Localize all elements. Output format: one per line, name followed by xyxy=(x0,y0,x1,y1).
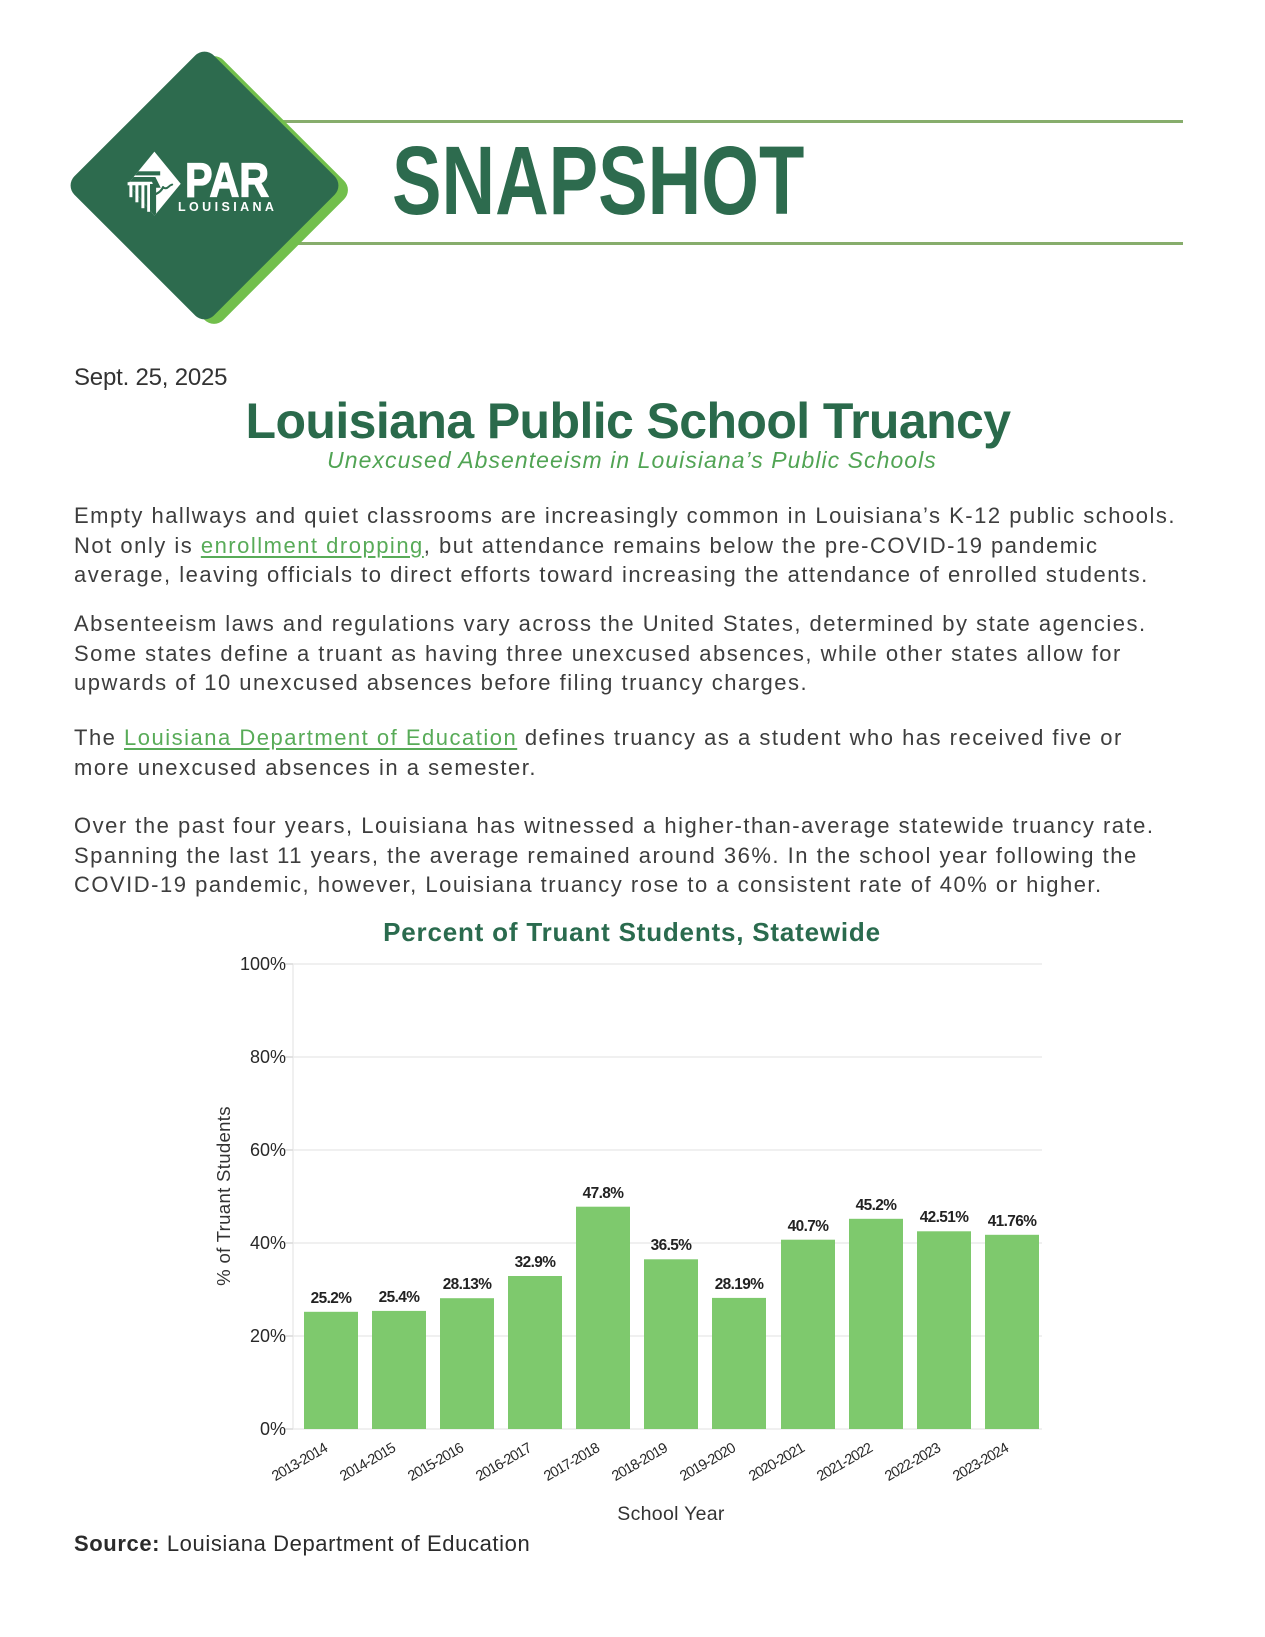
svg-text:42.51%: 42.51% xyxy=(920,1209,970,1226)
svg-text:LOUISIANA: LOUISIANA xyxy=(178,200,277,214)
svg-text:36.5%: 36.5% xyxy=(651,1237,693,1254)
svg-text:28.13%: 28.13% xyxy=(443,1276,493,1293)
svg-text:32.9%: 32.9% xyxy=(515,1254,557,1271)
svg-text:80%: 80% xyxy=(250,1047,286,1067)
svg-text:47.8%: 47.8% xyxy=(583,1185,625,1202)
svg-text:2017-2018: 2017-2018 xyxy=(541,1440,602,1485)
svg-text:2014-2015: 2014-2015 xyxy=(337,1440,398,1485)
svg-text:28.19%: 28.19% xyxy=(715,1276,765,1293)
svg-text:25.2%: 25.2% xyxy=(311,1290,353,1307)
svg-text:Percent of Truant Students, St: Percent of Truant Students, Statewide xyxy=(383,917,881,947)
svg-text:2022-2023: 2022-2023 xyxy=(882,1440,943,1485)
svg-text:45.2%: 45.2% xyxy=(856,1197,898,1214)
svg-text:School Year: School Year xyxy=(617,1503,725,1525)
svg-text:2020-2021: 2020-2021 xyxy=(746,1440,807,1485)
svg-text:40.7%: 40.7% xyxy=(788,1218,830,1235)
svg-text:60%: 60% xyxy=(250,1140,286,1160)
svg-text:2018-2019: 2018-2019 xyxy=(609,1440,670,1485)
svg-text:2015-2016: 2015-2016 xyxy=(405,1440,466,1485)
svg-text:40%: 40% xyxy=(250,1233,286,1253)
svg-text:2013-2014: 2013-2014 xyxy=(269,1440,330,1485)
svg-text:0%: 0% xyxy=(260,1419,286,1439)
svg-text:2016-2017: 2016-2017 xyxy=(473,1440,534,1485)
svg-text:% of Truant Students: % of Truant Students xyxy=(213,1106,234,1286)
svg-text:2019-2020: 2019-2020 xyxy=(677,1440,738,1485)
svg-text:100%: 100% xyxy=(240,954,286,974)
svg-text:41.76%: 41.76% xyxy=(988,1213,1038,1230)
svg-text:2021-2022: 2021-2022 xyxy=(814,1440,875,1485)
svg-text:2023-2024: 2023-2024 xyxy=(950,1440,1011,1485)
svg-text:25.4%: 25.4% xyxy=(379,1289,421,1306)
svg-text:20%: 20% xyxy=(250,1326,286,1346)
svg-text:PAR: PAR xyxy=(185,154,269,208)
